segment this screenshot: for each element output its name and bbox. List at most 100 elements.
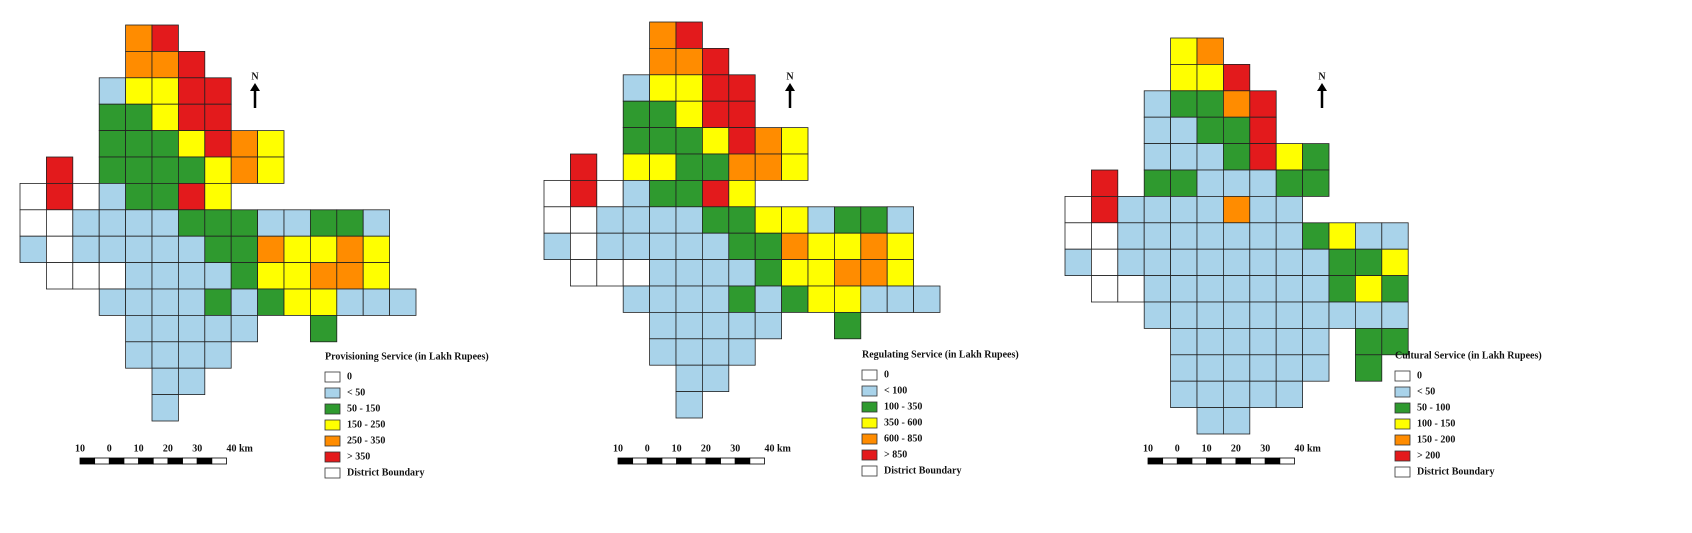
grid-cell	[1170, 354, 1198, 382]
grid-cell	[1196, 301, 1224, 329]
grid-cell	[125, 130, 153, 158]
grid-cell	[675, 206, 703, 234]
grid-cell	[204, 235, 232, 263]
grid-cell	[728, 285, 756, 313]
grid-cell	[125, 24, 153, 52]
legend-label: 600 - 850	[884, 433, 922, 444]
grid-cell	[1275, 301, 1303, 329]
legend-label: District Boundary	[1417, 466, 1495, 477]
legend-swatch	[324, 387, 341, 399]
grid-cell	[675, 74, 703, 102]
scale-segment	[1279, 457, 1295, 465]
legend-label: > 350	[347, 451, 370, 462]
grid-cell	[675, 338, 703, 366]
grid-cell	[570, 179, 598, 208]
grid-cell	[151, 156, 179, 184]
legend-swatch	[1394, 434, 1411, 446]
grid-cell	[230, 156, 258, 184]
scale-segment	[720, 457, 736, 465]
grid-cell	[1143, 248, 1171, 276]
scale-segment	[632, 457, 648, 465]
legend-label: < 50	[1417, 386, 1435, 397]
grid-cell	[309, 262, 338, 290]
scale-segment	[152, 457, 169, 465]
legend-title: Provisioning Service (in Lakh Rupees)	[325, 351, 489, 362]
grid-cell	[675, 232, 703, 260]
legend-label: 250 - 350	[347, 435, 385, 446]
grid-cell	[860, 232, 888, 260]
grid-cell	[1143, 169, 1171, 197]
grid-cell	[1117, 222, 1145, 250]
scale-segment	[1235, 457, 1251, 465]
grid-cell	[1170, 301, 1198, 329]
grid-cell	[1355, 222, 1383, 250]
grid-cell	[309, 235, 338, 263]
grid-cell	[1196, 116, 1224, 144]
legend-label: < 100	[884, 385, 907, 396]
grid-cell	[649, 206, 677, 234]
grid-cell	[702, 206, 730, 234]
grid-cell	[125, 77, 153, 105]
grid-cell	[886, 232, 915, 260]
grid-cell	[19, 235, 47, 263]
north-arrow-head	[785, 83, 795, 91]
grid-cell	[1249, 222, 1277, 250]
grid-cell	[204, 341, 232, 369]
grid-cell	[834, 259, 862, 287]
grid-cell	[230, 235, 258, 263]
grid-cell	[728, 153, 756, 181]
grid-cell	[1064, 248, 1092, 276]
legend-swatch	[1394, 370, 1411, 382]
scale-segment	[1206, 457, 1222, 465]
grid-cell	[1249, 354, 1277, 382]
grid-cell	[125, 341, 153, 369]
grid-cell	[1381, 301, 1409, 329]
grid-cell	[1091, 195, 1119, 224]
map-panel: Regulating Service (in Lakh Rupees) 0 < 10…	[543, 21, 1019, 477]
grid-cell	[98, 103, 126, 131]
scale-label: 40 km	[765, 443, 792, 454]
grid-cell	[46, 156, 74, 184]
grid-cell	[336, 288, 364, 316]
scale-label: 40 km	[1295, 443, 1322, 454]
grid-cell	[754, 206, 783, 234]
grid-cell	[177, 130, 206, 158]
north-arrow-head	[250, 83, 260, 91]
grid-cell	[1196, 407, 1224, 435]
grid-cell	[151, 341, 179, 369]
scale-segment	[646, 457, 663, 465]
grid-cell	[1302, 354, 1330, 382]
scale-label: 30	[1260, 443, 1270, 454]
grid-cell	[834, 285, 862, 313]
grid-cell	[389, 288, 417, 316]
grid-cell	[1117, 275, 1145, 303]
scale-label: 10	[672, 443, 682, 454]
grid-cell	[1196, 195, 1224, 224]
grid-cell	[283, 209, 311, 237]
grid-cell	[125, 182, 153, 211]
grid-cell	[1170, 64, 1198, 92]
grid-cell	[702, 48, 730, 76]
grid-cell	[72, 235, 100, 263]
grid-cell	[1328, 275, 1356, 303]
grid-cell	[125, 51, 153, 79]
grid-cell	[754, 311, 783, 340]
grid-cell	[596, 232, 624, 260]
grid-cell	[1170, 248, 1198, 276]
grid-cell	[807, 232, 835, 260]
grid-cell	[622, 74, 651, 102]
grid-cell	[1170, 90, 1198, 118]
map-panel: Cultural Service (in Lakh Rupees) 0 < 50 50…	[1064, 37, 1542, 478]
scale-label: 0	[1175, 443, 1180, 454]
grid-cell	[125, 156, 153, 184]
grid-cell	[1117, 248, 1145, 276]
grid-cell	[781, 285, 809, 313]
grid-cell	[622, 179, 651, 208]
grid-cell	[1249, 90, 1277, 118]
grid-cell	[570, 232, 598, 260]
grid-cell	[1196, 327, 1224, 356]
grid-cell	[46, 182, 74, 211]
grid-cell	[702, 153, 730, 181]
grid-cell	[622, 127, 651, 155]
grid-cell	[177, 103, 206, 131]
